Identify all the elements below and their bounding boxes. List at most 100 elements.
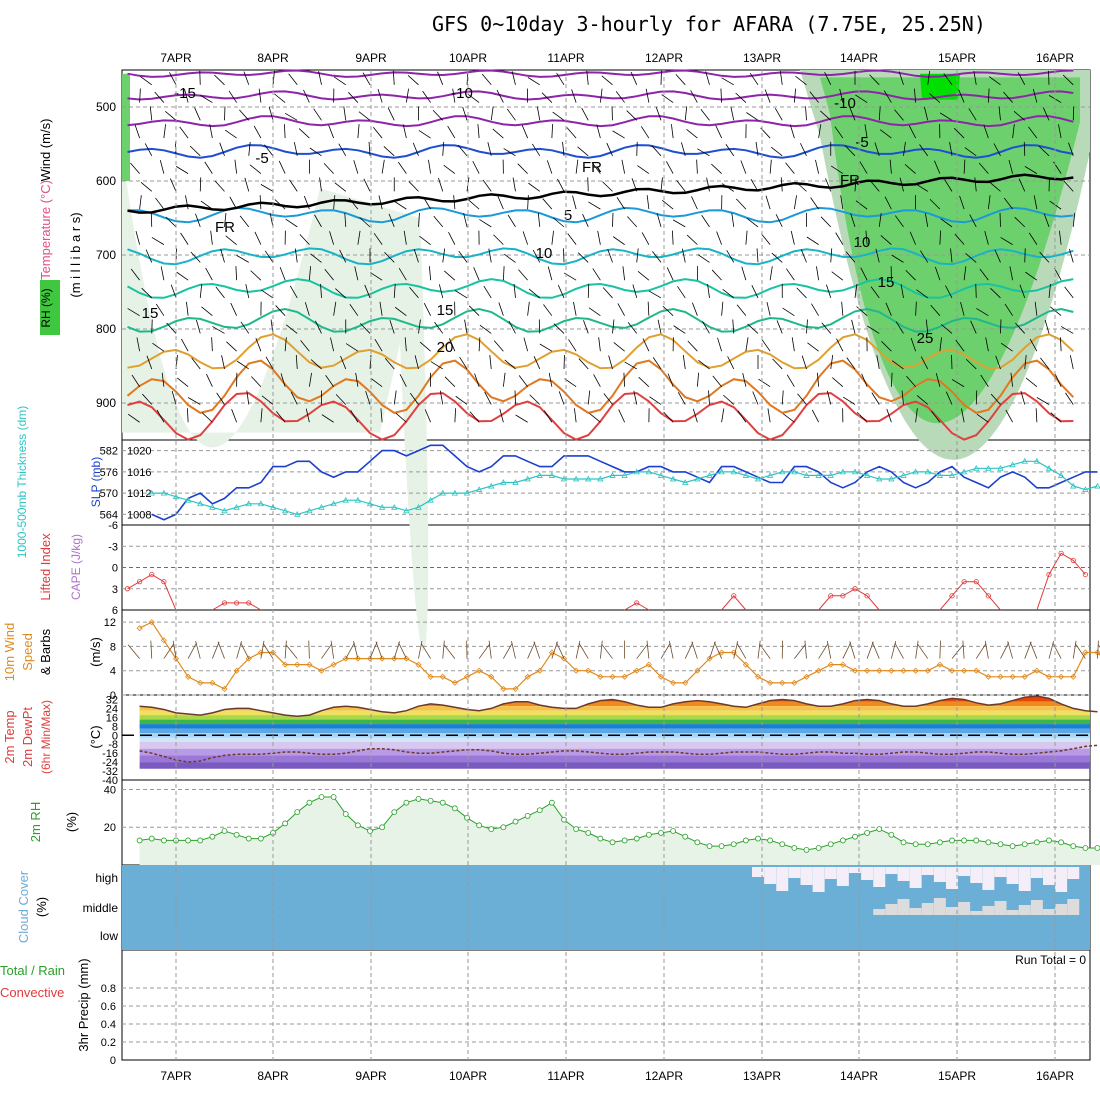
wind-barb — [300, 340, 310, 352]
wind-barb — [492, 128, 504, 139]
wind-barb-10m — [398, 642, 407, 659]
wind-tick-label: 12 — [104, 617, 116, 629]
thickness-point — [621, 472, 628, 478]
cloud-level-label: low — [100, 929, 118, 943]
thickness-point — [1057, 472, 1065, 478]
rh-point — [1070, 843, 1077, 850]
wind-barb — [633, 390, 638, 405]
wind-barb — [171, 390, 177, 405]
wind-barb — [781, 390, 784, 405]
wind-barb-10m — [660, 642, 671, 659]
rh-point — [439, 799, 446, 806]
temp-band — [139, 741, 1090, 749]
thickness-point — [572, 475, 580, 482]
wind-barb — [648, 290, 662, 299]
wind-barb-10m — [375, 641, 383, 659]
wind-barb — [308, 372, 312, 387]
wind-barb — [1058, 124, 1062, 139]
ylabel-convective: Convective — [0, 985, 64, 1000]
wind-barb — [276, 411, 286, 423]
wind-barb — [943, 73, 953, 86]
wind-barb — [697, 254, 710, 263]
wind-barb — [630, 71, 638, 85]
wind-speed-point — [767, 679, 774, 686]
wind-barb — [279, 266, 286, 281]
wind-barb — [1012, 124, 1015, 139]
rh-point — [148, 835, 155, 842]
wind-barb — [810, 197, 819, 210]
thickness-point — [827, 472, 834, 478]
cloud-gap-middle — [1067, 899, 1080, 915]
wind-barb — [1065, 392, 1074, 405]
rh-point — [282, 820, 289, 827]
rh-shade-upper-wet — [820, 77, 1080, 424]
wind-tick-label: 8 — [110, 641, 116, 653]
pressure-tick-label: 600 — [96, 174, 116, 188]
wind-barb — [627, 216, 638, 228]
cloud-gap-high — [776, 867, 789, 891]
li-tick-label: 0 — [112, 563, 118, 575]
wind-barb — [329, 231, 335, 245]
wind-barb — [671, 124, 674, 139]
cloud-gap-high — [1055, 867, 1068, 892]
thickness-point — [269, 503, 277, 510]
thickness-point — [221, 507, 228, 514]
wind-barb — [504, 359, 516, 370]
li-tick-label: 3 — [112, 584, 118, 596]
rh-point — [233, 831, 240, 838]
thickness-point — [888, 475, 895, 482]
wind-barb-10m — [284, 640, 287, 659]
wind-speed-point — [670, 679, 677, 686]
wind-barb — [869, 74, 880, 86]
wind-barb — [701, 215, 710, 228]
wind-barb — [910, 337, 917, 352]
wind-barb — [1025, 271, 1038, 281]
wind-barb — [388, 213, 395, 228]
temp-tick-label: 8 — [112, 721, 118, 733]
wind-barb — [865, 230, 868, 245]
cloud-gap-middle — [1055, 904, 1068, 915]
wind-barb — [677, 392, 686, 405]
run-total: Run Total = 0 — [1015, 953, 1086, 967]
wind-barb-10m — [285, 644, 298, 659]
temperature-contour — [127, 247, 1074, 266]
wind-barb — [915, 183, 928, 192]
wind-speed-point — [379, 655, 386, 662]
wind-speed-point — [524, 673, 531, 680]
wind-barb — [454, 290, 468, 299]
wind-barb — [939, 337, 942, 352]
wind-barb — [288, 73, 298, 86]
wind-barb-10m — [1074, 643, 1086, 659]
wind-barb — [408, 181, 419, 192]
wind-barb — [543, 410, 553, 423]
contour-label: -5 — [855, 134, 868, 151]
rh-point — [512, 818, 519, 825]
wind-barb — [145, 249, 153, 263]
wind-barb — [131, 374, 140, 387]
wind-barb — [1003, 91, 1013, 103]
wind-barb — [969, 214, 977, 228]
thickness-point — [403, 507, 410, 514]
wind-barb — [333, 195, 336, 210]
wind-barb — [764, 89, 771, 103]
wind-barb — [801, 355, 807, 370]
wind-barb — [558, 391, 565, 405]
wind-speed-point — [415, 661, 422, 668]
wind-barb — [707, 284, 710, 298]
wind-barb-10m — [917, 643, 929, 659]
rh-point — [464, 814, 470, 821]
wind-barb — [398, 161, 407, 174]
wind-barb — [655, 107, 662, 121]
wind-speed-point — [573, 667, 580, 674]
thickness-point — [876, 475, 883, 482]
wind-barb — [553, 217, 565, 228]
thickness-point — [706, 472, 713, 478]
wind-barb — [1049, 306, 1062, 316]
wind-barb — [552, 111, 565, 121]
temp-tick-label: -32 — [102, 766, 118, 778]
temperature-contour — [126, 359, 1075, 414]
wind-barb — [767, 408, 771, 423]
wind-speed-point — [1070, 673, 1077, 680]
wind-barb — [537, 212, 541, 227]
wind-speed-point — [548, 649, 555, 656]
